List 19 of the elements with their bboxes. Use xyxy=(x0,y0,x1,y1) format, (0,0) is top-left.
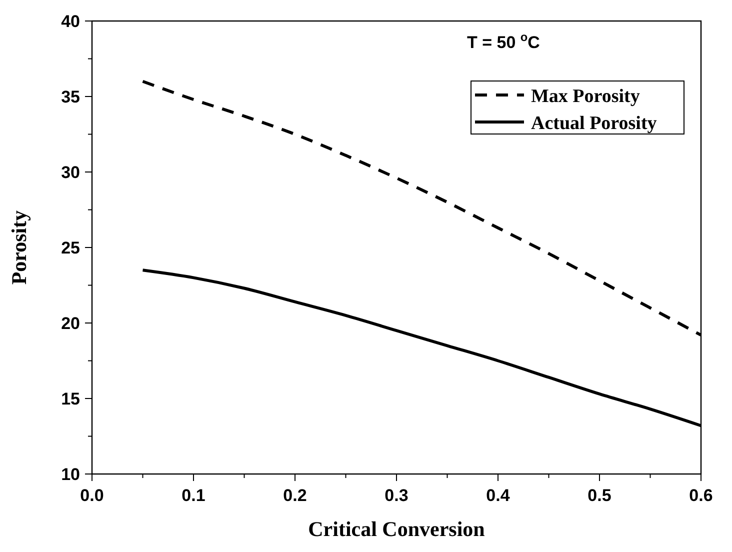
y-axis-title: Porosity xyxy=(7,210,31,285)
x-tick-label: 0.1 xyxy=(182,486,206,505)
y-tick-label: 25 xyxy=(61,238,80,258)
x-tick-label: 0.6 xyxy=(689,486,713,505)
x-tick-label: 0.2 xyxy=(283,486,307,505)
y-tick-label: 30 xyxy=(61,163,80,182)
y-tick-label: 40 xyxy=(61,12,80,31)
y-tick-label: 15 xyxy=(61,390,80,408)
y-tick-label: 10 xyxy=(61,465,80,484)
x-tick-label: 0.3 xyxy=(384,486,408,505)
legend-label: Actual Porosity xyxy=(531,113,658,134)
y-tick-label: 35 xyxy=(61,88,80,106)
annotation: T = 50 $^{o}$C xyxy=(467,30,540,52)
legend-label: Max Porosity xyxy=(531,86,640,107)
x-tick-label: 0.5 xyxy=(588,486,612,505)
y-tick-label: 20 xyxy=(61,314,80,333)
x-tick-label: 0.0 xyxy=(80,486,104,505)
x-tick-label: 0.4 xyxy=(486,486,510,505)
x-axis-title: Critical Conversion xyxy=(308,517,486,541)
